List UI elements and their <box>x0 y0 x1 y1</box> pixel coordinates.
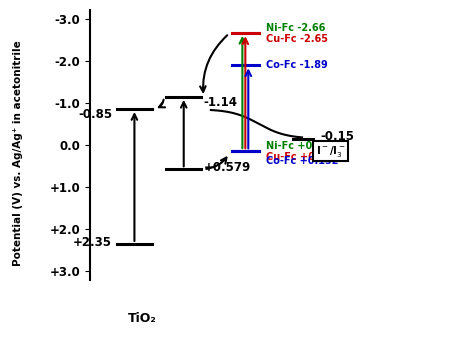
Text: Ni-Fc -2.66: Ni-Fc -2.66 <box>266 23 326 32</box>
Text: Ni-Fc +0.146: Ni-Fc +0.146 <box>266 140 337 151</box>
Text: Cu-Fc -2.65: Cu-Fc -2.65 <box>266 34 328 44</box>
Text: N719: N719 <box>200 312 237 325</box>
Text: +2.35: +2.35 <box>73 236 112 249</box>
Text: TiO₂: TiO₂ <box>128 312 156 325</box>
Text: -1.14: -1.14 <box>203 96 237 109</box>
Text: -0.15: -0.15 <box>320 130 355 143</box>
Text: +0.579: +0.579 <box>203 161 251 174</box>
Text: Potential (V) vs. Ag/Ag⁺ in acetonitrile: Potential (V) vs. Ag/Ag⁺ in acetonitrile <box>13 41 23 266</box>
Text: -0.85: -0.85 <box>78 108 112 121</box>
Text: Co-Fc -1.89: Co-Fc -1.89 <box>266 60 328 70</box>
Text: Cu-Fc +0.150: Cu-Fc +0.150 <box>266 152 339 162</box>
Text: Co-Fc +0.152: Co-Fc +0.152 <box>266 155 339 166</box>
Text: I$^-$/I$_3^-$: I$^-$/I$_3^-$ <box>316 144 345 159</box>
